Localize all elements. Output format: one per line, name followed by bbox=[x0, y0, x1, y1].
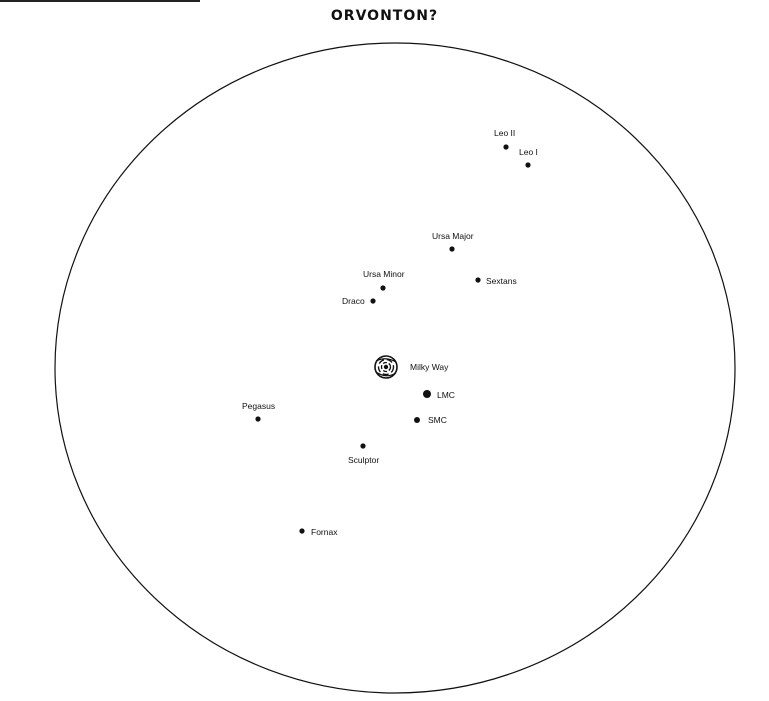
galaxy-lmc-dot bbox=[423, 390, 431, 398]
galaxy-sculptor-dot bbox=[360, 443, 366, 449]
galaxy-ursa-major: Ursa Major bbox=[432, 231, 474, 252]
galaxy-lmc-label: LMC bbox=[437, 390, 455, 400]
galaxy-draco-dot bbox=[370, 298, 376, 304]
galaxy-pegasus-label: Pegasus bbox=[242, 401, 275, 411]
galaxy-sculptor-label: Sculptor bbox=[348, 455, 379, 465]
galaxy-pegasus: Pegasus bbox=[242, 401, 275, 422]
galaxy-ursa-major-dot bbox=[449, 246, 455, 252]
galaxy-smc-dot bbox=[414, 417, 420, 423]
diagram-title: ORVONTON? bbox=[330, 8, 439, 24]
galaxy-milky-way-label: Milky Way bbox=[410, 362, 449, 372]
galaxy-sculptor: Sculptor bbox=[348, 443, 379, 465]
galaxy-fornax: Fornax bbox=[299, 527, 338, 537]
galaxy-leo-ii-label: Leo II bbox=[494, 128, 515, 138]
galaxy-sextans: Sextans bbox=[475, 276, 517, 286]
galaxy-smc: SMC bbox=[414, 415, 447, 425]
galaxy-ursa-major-label: Ursa Major bbox=[432, 231, 474, 241]
galaxy-smc-label: SMC bbox=[428, 415, 447, 425]
galaxy-ursa-minor: Ursa Minor bbox=[363, 269, 405, 291]
galaxy-milky-way: Milky Way bbox=[374, 355, 449, 379]
boundary-circle bbox=[54, 42, 736, 694]
galaxy-fornax-label: Fornax bbox=[311, 527, 338, 537]
galaxy-sextans-dot bbox=[475, 277, 481, 283]
galaxy-fornax-dot bbox=[299, 528, 305, 534]
galaxy-draco-label: Draco bbox=[342, 296, 365, 306]
top-rule bbox=[0, 0, 200, 2]
galaxy-lmc: LMC bbox=[423, 390, 455, 400]
milky-way-spiral-icon bbox=[374, 355, 398, 379]
galaxy-ursa-minor-dot bbox=[380, 285, 386, 291]
galaxy-leo-i-label: Leo I bbox=[519, 147, 538, 157]
galaxy-pegasus-dot bbox=[255, 416, 261, 422]
galaxy-ursa-minor-label: Ursa Minor bbox=[363, 269, 405, 279]
galaxy-draco: Draco bbox=[342, 296, 376, 306]
galaxy-leo-ii-dot bbox=[503, 144, 509, 150]
galaxy-leo-i-dot bbox=[525, 162, 531, 168]
galaxy-leo-ii: Leo II bbox=[494, 128, 515, 150]
galaxy-sextans-label: Sextans bbox=[486, 276, 517, 286]
galaxy-leo-i: Leo I bbox=[519, 147, 538, 168]
